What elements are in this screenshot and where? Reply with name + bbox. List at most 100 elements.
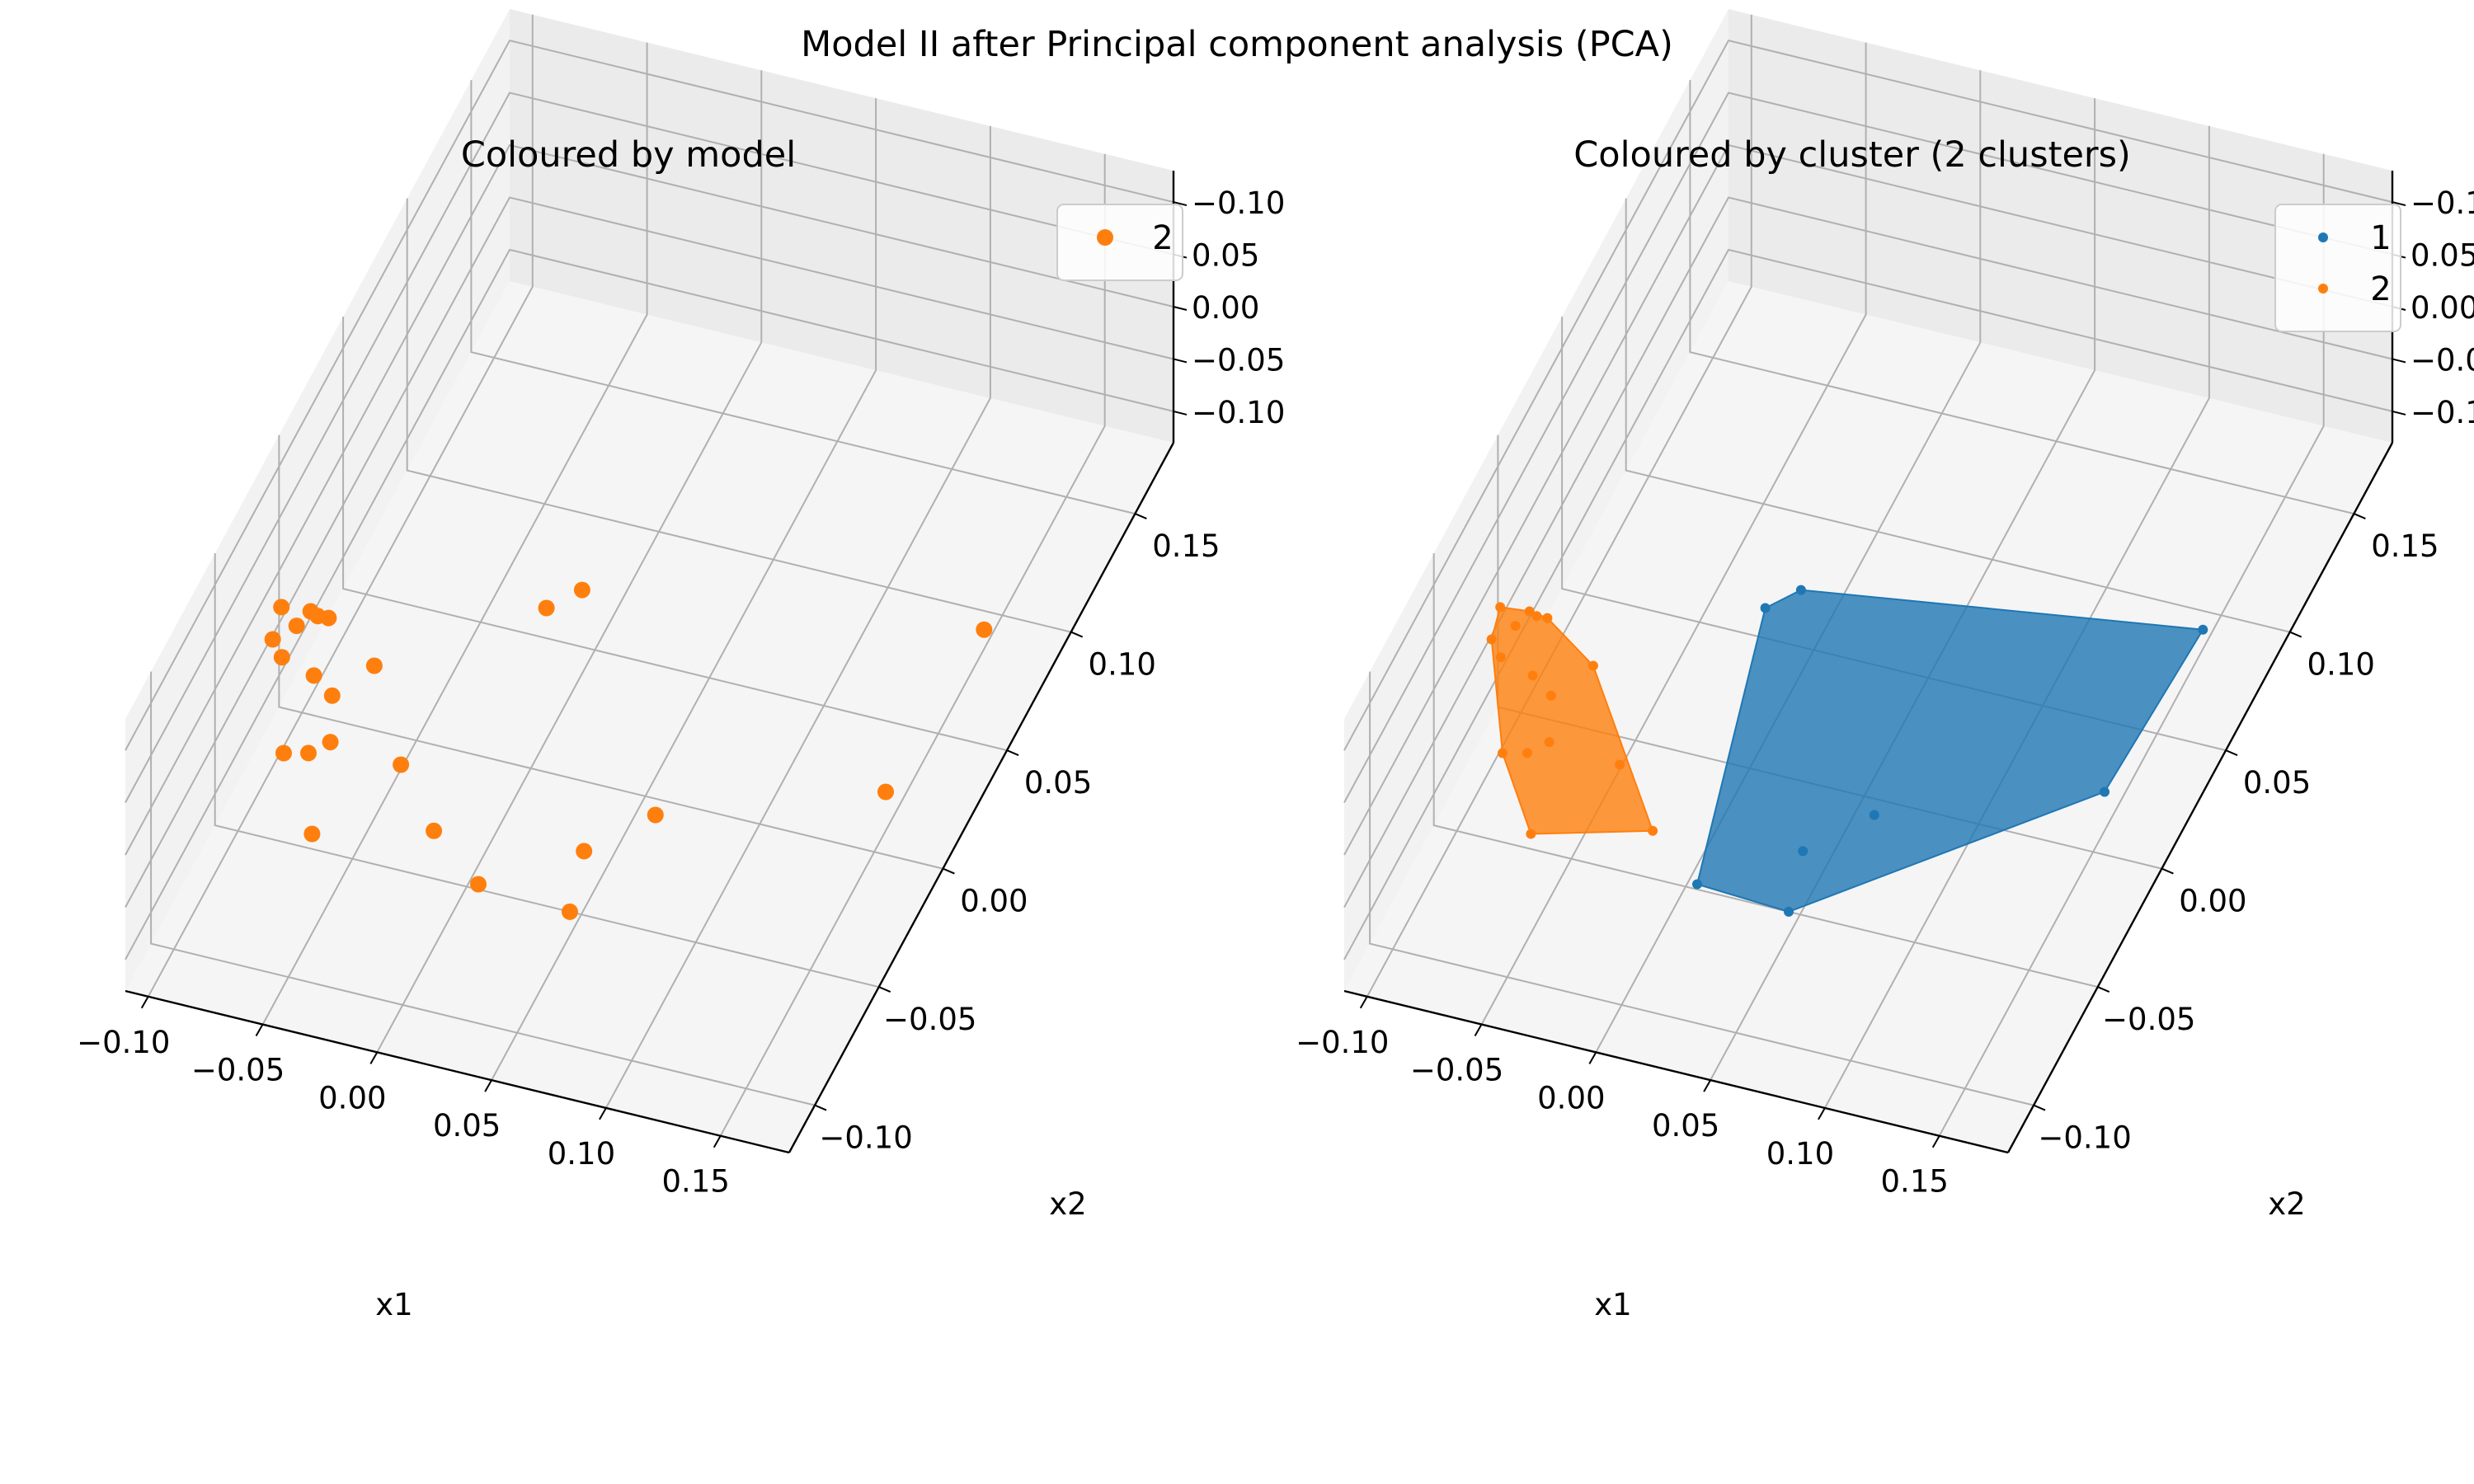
x1-tick-mark xyxy=(1703,1079,1712,1092)
x1-axis-line xyxy=(1343,989,2009,1154)
legend-marker-1 xyxy=(2318,232,2328,242)
x1-tick-label: −0.05 xyxy=(191,1053,285,1088)
data-point-series-1 xyxy=(2100,787,2109,797)
x2-tick-label: 0.05 xyxy=(1024,765,1092,801)
x2-tick-label: 0.05 xyxy=(2243,765,2311,801)
data-point-series-2 xyxy=(305,667,322,684)
data-point-series-1 xyxy=(2198,624,2208,635)
x2-axis-label: x2 xyxy=(1049,1186,1086,1222)
x2-tick-label: −0.10 xyxy=(2038,1120,2131,1156)
data-point-series-2 xyxy=(300,744,317,762)
x2-tick-mark xyxy=(2033,1104,2046,1111)
x1-tick-label: 0.05 xyxy=(1652,1108,1719,1144)
data-point-series-2 xyxy=(322,734,339,751)
x2-tick-mark xyxy=(2289,631,2302,638)
x2-tick-label: −0.10 xyxy=(819,1120,912,1156)
data-point-series-2 xyxy=(1486,634,1497,645)
z-tick-label: −0.10 xyxy=(1192,395,1285,430)
data-point-series-2 xyxy=(1648,825,1658,836)
data-point-series-2 xyxy=(573,581,590,599)
x1-tick-mark xyxy=(1588,1051,1597,1064)
z-tick-label: −0.10 xyxy=(2411,395,2474,430)
legend: 2 xyxy=(1056,204,1183,281)
x1-tick-mark xyxy=(599,1107,607,1120)
floor-pane xyxy=(125,281,1174,1153)
data-point-series-2 xyxy=(1544,737,1554,748)
z-gridline xyxy=(125,92,1174,803)
x2-tick-mark xyxy=(2097,986,2110,993)
x1-tick-label: 0.15 xyxy=(662,1164,730,1200)
legend-box xyxy=(1056,204,1183,281)
x1-tick-mark xyxy=(713,1135,722,1148)
data-point-series-2 xyxy=(470,876,487,893)
x2-axis-line xyxy=(2006,442,2394,1153)
x1-tick-label: 0.10 xyxy=(548,1136,615,1172)
x2-tick-mark xyxy=(1070,631,1084,638)
x1-tick-label: 0.10 xyxy=(1766,1136,1834,1172)
x-gridline xyxy=(261,42,648,1026)
x2-tick-mark xyxy=(2354,513,2366,520)
legend-label: 2 xyxy=(2370,270,2391,308)
z-tick-label: −0.05 xyxy=(1192,342,1285,378)
z-tick-mark xyxy=(1173,201,1188,207)
z-gridline xyxy=(125,248,1174,960)
legend-box xyxy=(2274,204,2401,332)
data-point-series-2 xyxy=(273,599,290,616)
x1-tick-label: 0.05 xyxy=(433,1108,501,1144)
x1-tick-label: −0.10 xyxy=(77,1025,170,1060)
data-point-series-1 xyxy=(1869,810,1879,820)
y-gridline xyxy=(214,553,879,989)
data-point-series-2 xyxy=(264,631,281,648)
y-gridline xyxy=(150,671,816,1106)
z-tick-mark xyxy=(2392,410,2406,416)
y-gridline xyxy=(278,434,943,870)
data-point-series-2 xyxy=(393,756,410,773)
x2-tick-mark xyxy=(1135,513,1147,520)
data-point-series-2 xyxy=(288,618,305,635)
x2-tick-mark xyxy=(878,986,891,993)
z-gridline xyxy=(1343,196,2393,908)
x2-tick-mark xyxy=(943,867,955,875)
x1-tick-mark xyxy=(1818,1107,1826,1120)
x2-tick-label: −0.05 xyxy=(883,1002,976,1037)
x1-tick-label: −0.10 xyxy=(1296,1025,1389,1060)
data-point-series-2 xyxy=(303,825,321,843)
z-tick-label: 0.05 xyxy=(2411,238,2474,274)
tick-labels: −0.10 −0.05 0.00 0.05 0.10 0.15 −0.10 −0.05 0.00… xyxy=(77,186,1285,1200)
data-point-series-2 xyxy=(1495,602,1506,613)
z-gridline xyxy=(125,143,1174,856)
z-tick-label: −0.10 xyxy=(1192,186,1285,221)
x1-tick-mark xyxy=(1359,996,1368,1009)
data-point-series-2 xyxy=(538,599,555,617)
legend: 12 xyxy=(2274,204,2401,332)
x-gridline xyxy=(1824,125,2210,1109)
y-gridline xyxy=(1625,198,2290,633)
x2-tick-mark xyxy=(1006,749,1019,757)
x1-tick-mark xyxy=(140,996,149,1009)
z-tick-mark xyxy=(1173,358,1188,364)
gridlines xyxy=(1343,14,2393,1137)
x2-tick-label: 0.00 xyxy=(2179,884,2246,919)
figure-title: Model II after Principal component analy… xyxy=(801,24,1673,65)
subplot-coloured-by-cluster: −0.10 −0.05 0.00 0.05 0.10 0.15 −0.10 −0.05 0.00… xyxy=(1296,9,2474,1322)
z-gridline xyxy=(1343,143,2393,856)
x1-axis-label: x1 xyxy=(1594,1287,1631,1322)
subplot-coloured-by-model: −0.10 −0.05 0.00 0.05 0.10 0.15 −0.10 −0.05 0.00… xyxy=(77,9,1285,1322)
x2-axis-label: x2 xyxy=(2268,1186,2305,1222)
x1-axis-line xyxy=(125,989,790,1154)
data-point-series-2 xyxy=(1542,613,1553,623)
data-point-series-2 xyxy=(323,687,341,704)
x1-tick-label: 0.00 xyxy=(1537,1080,1605,1115)
x1-tick-mark xyxy=(369,1051,379,1064)
z-tick-label: 0.00 xyxy=(2411,290,2474,326)
x-gridline xyxy=(491,98,877,1081)
x1-tick-mark xyxy=(1474,1024,1483,1037)
data-point-series-2 xyxy=(1531,611,1542,622)
data-point-series-2 xyxy=(275,744,292,762)
data-point-series-2 xyxy=(426,822,443,839)
data-point-series-1 xyxy=(1692,879,1702,890)
z-gridline xyxy=(1343,39,2393,751)
z-gridline xyxy=(125,39,1174,751)
z-tick-label: 0.05 xyxy=(1192,238,1259,274)
